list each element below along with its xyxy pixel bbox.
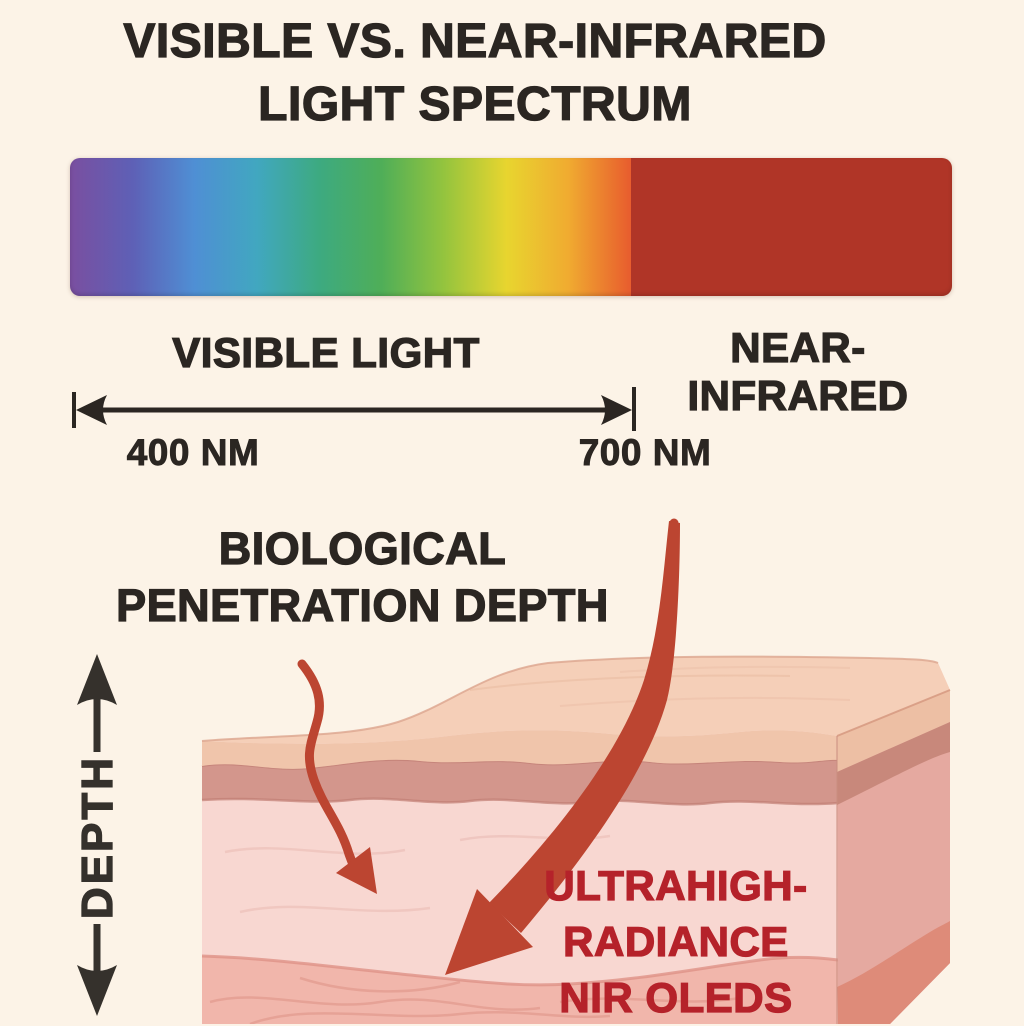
wavelength-max-label: 700 nm	[578, 432, 712, 474]
skin-block	[201, 655, 951, 1024]
wavelength-min-label: 400 nm	[126, 432, 260, 474]
range-arrowhead-right	[601, 395, 632, 425]
visible-light-arrow	[297, 659, 357, 867]
penetration-heading: BIOLOGICAL PENETRATION DEPTH	[110, 520, 615, 634]
visible-light-arrowhead	[336, 847, 377, 894]
wavelength-range-arrow	[72, 387, 636, 431]
page-title-line1: VISIBLE VS. NEAR-INFRARED	[123, 14, 827, 68]
nir-oled-caption-line3: NIR OLEDS	[559, 973, 793, 1021]
page-title-line2: LIGHT SPECTRUM	[258, 77, 692, 131]
depth-arrowhead-down	[77, 965, 117, 1016]
nir-oled-caption-line1: ULTRAHIGH-	[544, 861, 808, 909]
nir-arrow-shaft	[489, 521, 680, 933]
depth-axis-label: DEPTH	[72, 754, 122, 920]
page-title: VISIBLE VS. NEAR-INFRARED LIGHT SPECTRUM	[0, 10, 950, 136]
penetration-heading-line2: PENETRATION DEPTH	[115, 579, 609, 631]
near-infrared-label-line1: NEAR-	[730, 323, 866, 371]
visible-light-label: VISIBLE LIGHT	[172, 328, 480, 376]
skin-right-face	[836, 689, 951, 1024]
nir-oled-caption: ULTRAHIGH- RADIANCE NIR OLEDS	[526, 858, 826, 1026]
light-penetration-arrows	[297, 518, 680, 975]
skin-top-face	[202, 656, 950, 744]
skin-papillary-layer	[202, 759, 838, 805]
skin-epidermis-layer	[202, 730, 838, 769]
near-infrared-label-line2: INFRARED	[687, 371, 909, 419]
near-infrared-label: NEAR- INFRARED	[648, 323, 948, 420]
depth-axis-arrow	[77, 654, 117, 1016]
penetration-heading-line1: BIOLOGICAL	[218, 522, 507, 574]
hypodermis-boundary-line	[201, 954, 839, 987]
spectrum-bar	[70, 158, 952, 296]
depth-arrowhead-up	[77, 654, 117, 705]
vein-texture-lines	[209, 976, 741, 1024]
range-arrowhead-left	[76, 395, 107, 425]
skin-surface-outline	[201, 655, 939, 742]
papillary-bottom-line	[201, 797, 839, 806]
nir-oled-caption-line2: RADIANCE	[563, 917, 789, 965]
nir-arrowhead	[445, 889, 533, 975]
